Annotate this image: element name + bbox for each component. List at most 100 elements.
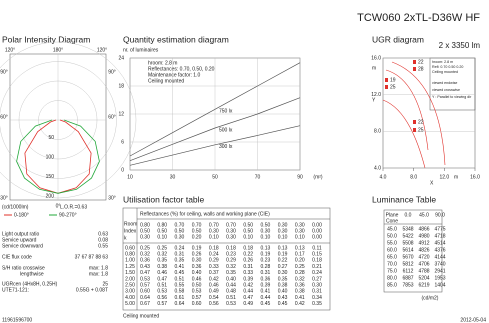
refl-cell: 0.50 (192, 228, 202, 234)
refl-cell: 0.30 (175, 234, 185, 240)
refl-cell: 0.50 (175, 228, 185, 234)
lum-cell: 5812 (402, 261, 413, 267)
lum-cell: 4720 (418, 254, 429, 260)
lum-cell: 6112 (403, 268, 414, 274)
util-cell: 0.25 (140, 245, 150, 251)
radial-label: 150 (46, 174, 55, 180)
util-cell: 0.49 (243, 301, 253, 307)
ugr-marker (413, 128, 416, 132)
y-tick-label: 12 (118, 111, 124, 117)
util-cell: 0.51 (157, 283, 167, 289)
util-cell: 0.60 (140, 289, 150, 295)
note: Maintenance factor: 1.0 (148, 72, 200, 78)
util-cell: 0.42 (243, 283, 253, 289)
ugr-label: 19 (390, 77, 396, 83)
util-cell: 0.19 (261, 252, 271, 258)
lum-col: 0.0 (405, 212, 412, 218)
stat-value: max: 1.8 (89, 271, 108, 277)
util-cell: 0.41 (261, 289, 271, 295)
refl-cell: 0.00 (312, 234, 322, 240)
refl-cell: 0.10 (209, 234, 219, 240)
util-cell: 0.36 (140, 258, 150, 264)
util-cell: 0.44 (243, 289, 253, 295)
refl-cell: 0.30 (226, 228, 236, 234)
polar-title: Polar Intensity Diagram (2, 34, 90, 44)
util-cell: 0.27 (278, 264, 288, 270)
util-cell: 0.53 (226, 301, 236, 307)
k-cell: 0.60 (125, 245, 135, 251)
refl-cell: 0.70 (209, 222, 219, 228)
y-label: nr. of luminaires (123, 47, 159, 53)
util-cell: 0.30 (312, 283, 322, 289)
refl-cell: 0.30 (140, 234, 150, 240)
util-cell: 0.37 (209, 270, 219, 276)
stat-label: UTE71-121: (2, 287, 29, 293)
util-footer: Ceiling mounted (123, 313, 159, 319)
lum-cell: 6219 (418, 282, 429, 288)
util-cell: 0.61 (175, 295, 185, 301)
y-unit: m (372, 65, 376, 71)
y-label: Y (372, 97, 376, 103)
util-cell: 0.30 (192, 258, 202, 264)
radial-label: 100 (46, 154, 55, 160)
util-cell: 0.30 (278, 270, 288, 276)
lum-cell: 5422 (402, 233, 413, 239)
quantity-title: Quantity estimation diagram (123, 34, 229, 44)
refl-cell: 0.30 (295, 228, 305, 234)
util-cell: 0.31 (175, 252, 185, 258)
util-cell: 0.39 (243, 276, 253, 282)
util-cell: 0.26 (192, 252, 202, 258)
lum-col: 45.0 (419, 212, 429, 218)
k-cell: 4.00 (125, 295, 135, 301)
lum-cell: 1404 (434, 282, 445, 288)
radial-label: 50 (48, 135, 54, 141)
lum-cell: 3740 (434, 261, 445, 267)
lum-cell: 55.0 (387, 240, 397, 246)
ugr-marker (413, 120, 416, 124)
k-cell: 1.25 (125, 264, 135, 270)
refl-cell: 0.30 (278, 228, 288, 234)
util-cell: 0.32 (157, 252, 167, 258)
lum-col: Plane (386, 212, 399, 218)
ugr-label: 28 (418, 66, 424, 72)
util-cell: 0.28 (295, 270, 305, 276)
stat-label: Service upward (2, 237, 37, 243)
refl-cell: 0.70 (175, 222, 185, 228)
util-cell: 0.46 (209, 283, 219, 289)
util-cell: 0.29 (226, 258, 236, 264)
util-cell: 0.32 (226, 264, 236, 270)
y-tick-label: 18 (118, 83, 124, 89)
util-cell: 0.35 (226, 270, 236, 276)
angle-label: 90° (108, 69, 116, 75)
util-cell: 0.11 (312, 245, 322, 251)
x-tick-label: 8.0 (410, 174, 417, 180)
y-tick-label: 6 (121, 139, 124, 145)
x-tick-label: 12.0 (439, 174, 449, 180)
lum-cell: 4866 (418, 226, 429, 232)
legend-text: hroom: 2.8 m (432, 60, 453, 64)
util-cell: 0.35 (278, 276, 288, 282)
lum-cell: 80.0 (387, 275, 397, 281)
util-cell: 0.25 (295, 264, 305, 270)
quantity-line (129, 97, 301, 161)
util-cell: 0.47 (140, 270, 150, 276)
util-cell: 0.13 (278, 245, 288, 251)
stat-label: CIE flux code (2, 254, 32, 260)
x-tick-label: 50 (212, 174, 218, 180)
util-cell: 0.36 (295, 283, 305, 289)
util-cell: 0.50 (192, 283, 202, 289)
angle-label: 120° (97, 47, 107, 53)
util-cell: 0.40 (192, 270, 202, 276)
y-tick-label: 0 (121, 167, 124, 173)
y-tick-label: 12.0 (371, 92, 381, 98)
refl-cell: 0.50 (261, 222, 271, 228)
angle-label: 30° (108, 195, 116, 201)
angle-label: 60° (108, 114, 116, 120)
refl-cell: 0.10 (243, 234, 253, 240)
x-tick-label: 4.0 (380, 174, 387, 180)
util-cell: 0.51 (226, 295, 236, 301)
lum-cell: 5508 (402, 240, 413, 246)
lum-unit: (cd/m2) (422, 295, 439, 301)
ugr-marker (413, 60, 416, 64)
util-cell: 0.57 (192, 295, 202, 301)
